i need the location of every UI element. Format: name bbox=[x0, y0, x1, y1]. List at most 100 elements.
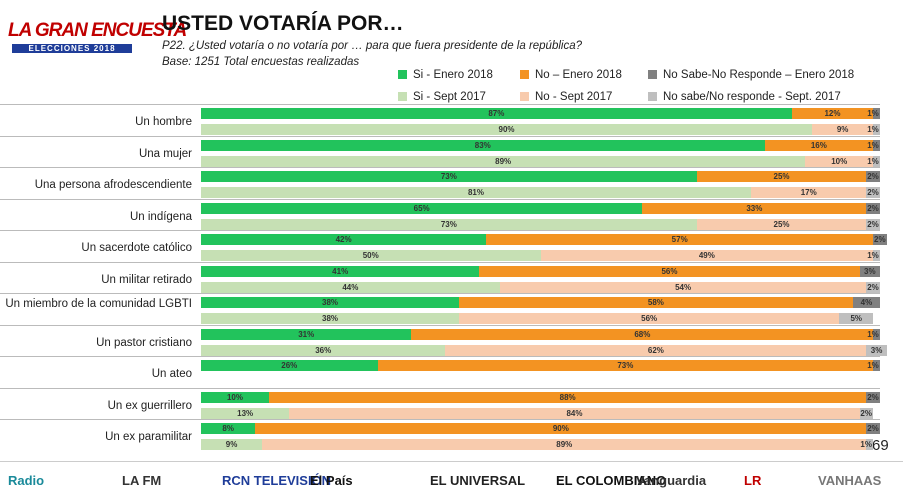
value-label: 17% bbox=[800, 188, 817, 197]
legend-label: No – Enero 2018 bbox=[535, 69, 622, 81]
bar-segment bbox=[201, 171, 697, 182]
legend-item: No - Sept 2017 bbox=[520, 91, 612, 103]
bar-segment bbox=[201, 265, 480, 277]
value-label: 9% bbox=[836, 125, 849, 134]
bar-segment bbox=[201, 407, 290, 419]
value-label: 41% bbox=[332, 266, 349, 276]
value-label: 25% bbox=[773, 172, 790, 181]
row-separator bbox=[0, 356, 880, 357]
bar-segment bbox=[201, 281, 500, 293]
legend-swatch bbox=[520, 70, 529, 79]
bar-segment bbox=[642, 202, 867, 214]
value-label: 1% bbox=[860, 440, 872, 449]
category-label: Un ex paramilitar bbox=[105, 431, 192, 443]
value-label: 87% bbox=[488, 109, 505, 118]
bar-segment bbox=[750, 187, 867, 198]
value-label: 8% bbox=[222, 424, 234, 433]
value-label: 2% bbox=[867, 219, 879, 229]
value-label: 44% bbox=[342, 282, 359, 292]
value-label: 50% bbox=[362, 251, 379, 260]
value-label: 2% bbox=[874, 235, 886, 244]
value-label: 1% bbox=[867, 125, 879, 134]
category-label: Un sacerdote católico bbox=[81, 242, 192, 254]
value-label: 31% bbox=[298, 329, 315, 339]
subtitle: P22. ¿Usted votaría o no votaría por … p… bbox=[162, 40, 583, 52]
value-label: 89% bbox=[556, 440, 573, 449]
legend-item: Si - Sept 2017 bbox=[398, 91, 486, 103]
title: USTED VOTARÍA POR… bbox=[162, 12, 404, 35]
value-label: 88% bbox=[559, 392, 576, 402]
footer-logo: EL COLOMBIANO bbox=[556, 473, 667, 488]
bar-segment bbox=[859, 407, 874, 419]
bar-segment bbox=[866, 187, 880, 198]
bar-segment bbox=[262, 439, 867, 450]
value-label: 2% bbox=[867, 172, 879, 181]
bar-segment bbox=[201, 155, 806, 167]
value-label: 68% bbox=[634, 329, 651, 339]
legend-item: Si - Enero 2018 bbox=[398, 69, 493, 81]
value-label: 2% bbox=[867, 188, 879, 197]
logo-bottom: ELECCIONES 2018 bbox=[12, 44, 132, 53]
bar-segment bbox=[289, 407, 860, 419]
bar-segment bbox=[445, 344, 867, 356]
row-separator bbox=[0, 230, 880, 231]
footer-logo: El País bbox=[310, 473, 353, 488]
value-label: 65% bbox=[413, 203, 430, 213]
value-label: 1% bbox=[867, 156, 879, 166]
bar-segment bbox=[866, 171, 880, 182]
bar-segment bbox=[201, 423, 256, 434]
value-label: 54% bbox=[675, 282, 692, 292]
value-label: 1% bbox=[867, 109, 879, 118]
bar-segment bbox=[866, 281, 880, 293]
bar-segment bbox=[873, 108, 880, 119]
value-label: 56% bbox=[641, 314, 658, 323]
value-label: 38% bbox=[322, 314, 339, 323]
bar-segment bbox=[201, 313, 460, 324]
bar-segment bbox=[486, 234, 874, 245]
bar-segment bbox=[696, 218, 867, 230]
bar-segment bbox=[812, 124, 874, 135]
bar-segment bbox=[866, 202, 880, 214]
row-separator bbox=[0, 419, 880, 420]
category-label: Un hombre bbox=[135, 116, 192, 128]
bar-segment bbox=[866, 423, 880, 434]
legend-swatch bbox=[520, 92, 529, 101]
bar-segment bbox=[873, 360, 880, 371]
bar-segment bbox=[873, 155, 880, 167]
category-label: Un miembro de la comunidad LGBTI bbox=[5, 298, 192, 310]
value-label: 10% bbox=[226, 392, 243, 402]
value-label: 83% bbox=[474, 140, 491, 150]
category-label: Una persona afrodescendiente bbox=[34, 179, 192, 191]
row-separator bbox=[0, 387, 880, 389]
legend-label: No - Sept 2017 bbox=[535, 91, 613, 103]
bar-segment bbox=[866, 391, 880, 403]
value-label: 57% bbox=[671, 235, 688, 244]
value-label: 25% bbox=[773, 219, 790, 229]
row-separator bbox=[0, 167, 880, 168]
value-label: 1% bbox=[867, 361, 879, 370]
footer-logo: Vanguardia bbox=[636, 473, 707, 488]
bar-segment bbox=[201, 391, 269, 403]
category-label: Una mujer bbox=[138, 147, 192, 160]
footer-line bbox=[0, 461, 903, 462]
bar-segment bbox=[201, 187, 751, 198]
legend-label: No sabe/No responde - Sept. 2017 bbox=[663, 91, 841, 103]
legend-swatch bbox=[648, 92, 657, 101]
category-label: Un militar retirado bbox=[101, 273, 192, 286]
footer-logo: EL UNIVERSAL bbox=[430, 473, 526, 488]
value-label: 4% bbox=[860, 298, 873, 307]
legend-item: No – Enero 2018 bbox=[520, 69, 622, 81]
value-label: 3% bbox=[870, 345, 883, 355]
footer-logo: LR bbox=[744, 473, 762, 488]
value-label: 9% bbox=[225, 440, 238, 449]
value-label: 73% bbox=[440, 172, 457, 181]
value-label: 2% bbox=[867, 424, 879, 433]
value-label: 12% bbox=[824, 109, 841, 118]
value-label: 16% bbox=[810, 140, 827, 150]
value-label: 26% bbox=[281, 361, 298, 370]
bar-segment bbox=[268, 391, 867, 403]
category-label: Un indígena bbox=[129, 210, 192, 223]
value-label: 56% bbox=[661, 266, 678, 276]
category-label: Un ex guerrillero bbox=[107, 399, 192, 412]
